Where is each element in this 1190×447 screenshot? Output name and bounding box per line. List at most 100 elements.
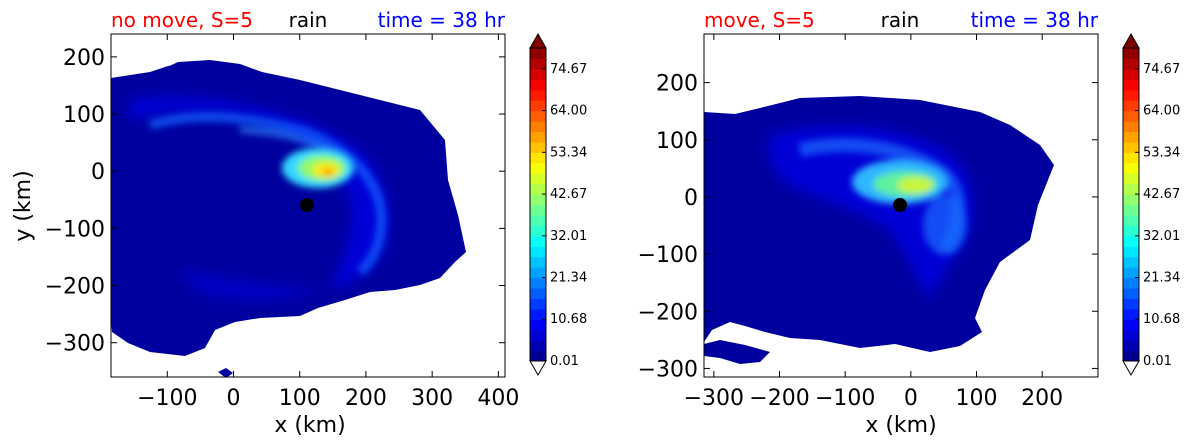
colorbar-level <box>530 235 546 247</box>
colorbar-level <box>530 100 546 112</box>
colorbar-level <box>1123 246 1139 258</box>
colorbar-level <box>530 79 546 91</box>
y-tick-label: −300 <box>638 357 698 382</box>
colorbar-extend-max <box>1122 32 1140 49</box>
colorbar-frame <box>1122 47 1140 362</box>
colorbar-level <box>530 308 546 320</box>
colorbar-extend-min <box>529 360 547 377</box>
x-tick-label: 0 <box>904 386 918 411</box>
colorbar-level <box>1123 110 1139 122</box>
colorbar-level <box>530 329 546 341</box>
colorbar-level <box>1123 89 1139 101</box>
colorbar-level <box>530 319 546 331</box>
colorbar-level <box>530 340 546 352</box>
colorbar-level <box>530 194 546 206</box>
rain-ring-left <box>148 111 387 276</box>
x-tick-label: 200 <box>345 386 387 411</box>
colorbar-level <box>530 89 546 101</box>
rain-patch-top-left <box>165 60 262 80</box>
colorbar-tick-label: 53.34 <box>1143 145 1180 160</box>
colorbar-level <box>1123 225 1139 237</box>
x-tick-label: −100 <box>815 386 875 411</box>
x-tick-label: 100 <box>956 386 998 411</box>
y-tick-label: 200 <box>656 72 698 97</box>
chart-title-left-label: no move, S=5 <box>111 8 253 32</box>
chart-title-left-time: time = 38 hr <box>378 8 506 32</box>
y-tick-label: −100 <box>45 217 105 242</box>
chart-title-right-time: time = 38 hr <box>971 8 1099 32</box>
colorbar-level <box>530 267 546 279</box>
colorbar-level <box>1123 48 1139 60</box>
colorbar-tick-label: 64.00 <box>550 104 587 119</box>
colorbar-extend-max <box>529 32 547 49</box>
colorbar-level <box>530 173 546 185</box>
x-tick-label: −300 <box>684 386 744 411</box>
colorbar-level <box>1123 214 1139 226</box>
colorbar-level <box>1123 204 1139 216</box>
colorbar-tick-label: 10.68 <box>550 312 587 327</box>
x-tick-label: −200 <box>749 386 809 411</box>
colorbar-tick-label: 32.01 <box>550 229 587 244</box>
colorbar-level <box>530 48 546 60</box>
colorbar-level <box>1123 277 1139 289</box>
panel-left: −100 0 100 200 300 400 200 100 0 −100 −200 −300 no … <box>11 8 519 438</box>
x-tick-label: −100 <box>137 386 197 411</box>
rain-core-yellow-right <box>897 177 933 193</box>
colorbar-level <box>530 298 546 310</box>
colorbar-level <box>1123 267 1139 279</box>
chart-title-right-center: rain <box>881 8 920 32</box>
y-tick-label: −100 <box>638 243 698 268</box>
colorbar-level <box>530 58 546 70</box>
colorbar-level <box>1123 141 1139 153</box>
colorbar-level <box>1123 152 1139 164</box>
colorbar-tick-label: 21.34 <box>550 271 587 286</box>
colorbar-level <box>1123 298 1139 310</box>
x-tick-label: 400 <box>477 386 519 411</box>
colorbar-level <box>530 110 546 122</box>
colorbar-level <box>530 256 546 268</box>
chart-title-left-center: rain <box>289 8 328 32</box>
colorbar-tick-label: 21.34 <box>1143 271 1180 286</box>
y-tick-label: 0 <box>91 160 105 185</box>
colorbar-level <box>530 68 546 80</box>
colorbar-level <box>1123 350 1139 362</box>
y-tick-label: 0 <box>684 186 698 211</box>
chart-title-right-label: move, S=5 <box>704 8 815 32</box>
colorbar-level <box>1123 329 1139 341</box>
colorbar-level <box>1123 173 1139 185</box>
colorbar-level <box>530 287 546 299</box>
x-tick-label: 100 <box>279 386 321 411</box>
storm-center-marker-right <box>893 198 907 212</box>
rain-band-outer-left <box>180 270 320 300</box>
y-tick-label: −200 <box>638 300 698 325</box>
heatmap-field-left <box>111 60 466 377</box>
colorbar-level <box>530 204 546 216</box>
colorbar-right: 0.01 10.68 21.34 32.01 42.67 53.34 64.00 74.67 <box>1122 32 1180 377</box>
colorbar-level <box>530 162 546 174</box>
colorbar-tick-label: 0.01 <box>550 354 579 369</box>
colorbar-level <box>1123 183 1139 195</box>
colorbar-level <box>530 121 546 133</box>
colorbar-level <box>530 131 546 143</box>
colorbar-left: 0.01 10.68 21.34 32.01 42.67 53.34 64.00 74.67 <box>529 32 587 377</box>
colorbar-level <box>530 152 546 164</box>
x-tick-label: 0 <box>227 386 241 411</box>
x-tick-label: 300 <box>411 386 453 411</box>
colorbar-level <box>530 350 546 362</box>
colorbar-tick-label: 74.67 <box>1143 62 1180 77</box>
rain-lobe-right <box>923 195 967 255</box>
colorbar-level <box>1123 131 1139 143</box>
colorbar-tick-label: 0.01 <box>1143 354 1172 369</box>
y-tick-label: 200 <box>63 46 105 71</box>
x-axis-label-right: x (km) <box>865 413 936 438</box>
y-tick-label: −300 <box>45 332 105 357</box>
x-axis-label-left: x (km) <box>274 413 345 438</box>
colorbar-level <box>1123 100 1139 112</box>
rain-tail-right <box>704 340 770 364</box>
y-tick-label: 100 <box>63 103 105 128</box>
colorbar-level <box>1123 58 1139 70</box>
rain-patch-small-left <box>218 368 233 377</box>
plot-area-left <box>110 33 506 378</box>
